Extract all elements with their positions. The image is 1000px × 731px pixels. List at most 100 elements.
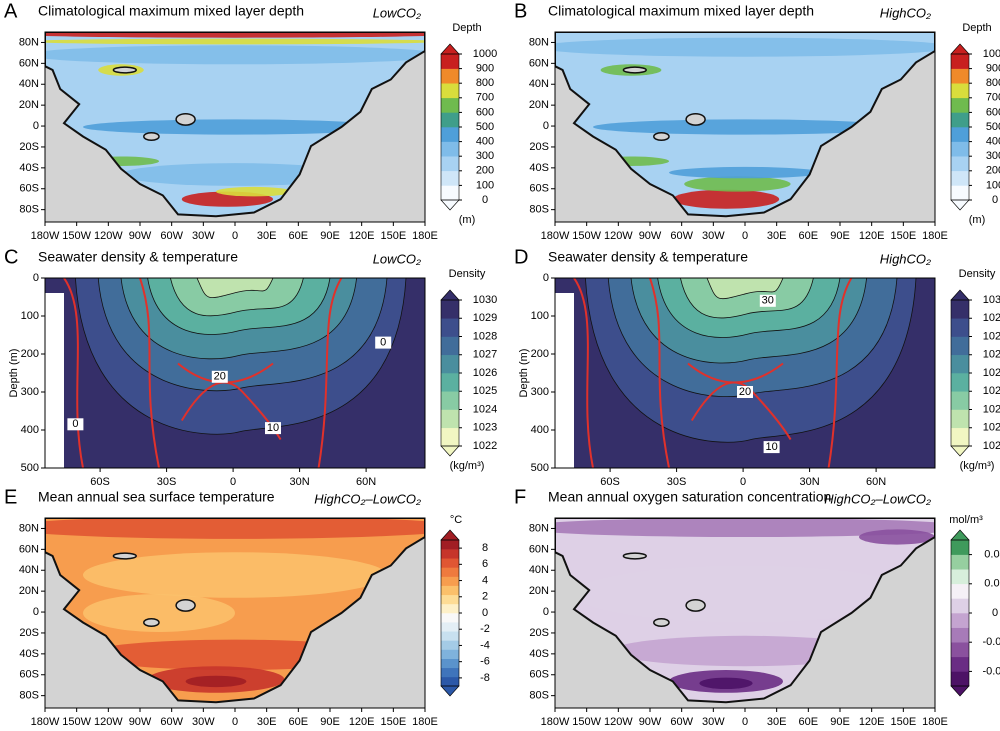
colorbar-segment: [951, 97, 969, 113]
colorbar-segment: [441, 658, 459, 669]
colorbar-segment: [441, 567, 459, 577]
colorbar-segment: [951, 336, 969, 356]
x-tick-label: 120W: [94, 230, 123, 242]
colorbar-segment: [441, 622, 459, 632]
x-tick-label: 180E: [412, 716, 438, 728]
colorbar-segment: [441, 141, 459, 157]
y-tick-label: 60S: [19, 183, 39, 195]
y-tick-label: 100: [21, 310, 39, 322]
colorbar-title: Depth: [452, 22, 481, 34]
colorbar-segment: [441, 585, 459, 596]
x-tick-label: 0: [740, 476, 746, 488]
colorbar-tick-label: -4: [480, 639, 490, 651]
colorbar-tick-label: 600: [986, 106, 1000, 118]
colorbar-cap-bottom: [440, 685, 460, 697]
colorbar-tick-label: 4: [482, 574, 488, 586]
colorbar-tick-label: 1030: [983, 294, 1000, 306]
island: [685, 112, 706, 126]
panel-letter: F: [514, 486, 526, 508]
contour-label-box: [211, 370, 228, 383]
island: [685, 598, 706, 612]
island: [622, 552, 647, 560]
y-tick-label: 100: [531, 310, 549, 322]
colorbar-tick-label: 8: [482, 542, 488, 554]
y-tick-label: 300: [531, 386, 549, 398]
contour-label-box: [265, 422, 281, 435]
colorbar-tick-label: -0.02: [982, 636, 1000, 648]
field-band: [593, 119, 897, 135]
x-tick-label: 150W: [62, 230, 91, 242]
colorbar-tick-label: 200: [476, 165, 494, 177]
y-tick-label: 400: [531, 424, 549, 436]
x-tick-label: 90W: [639, 230, 662, 242]
y-tick-label: 0: [543, 272, 549, 284]
colorbar-cap-bottom: [950, 445, 970, 457]
colorbar-segment: [951, 112, 969, 128]
y-tick-label: 20N: [529, 585, 549, 597]
y-tick-label: 200: [21, 348, 39, 360]
colorbar-tick-label: 200: [986, 165, 1000, 177]
colorbar-segment: [951, 300, 969, 319]
colorbar-segment: [951, 598, 969, 614]
colorbar-tick-label: 1000: [983, 48, 1000, 60]
field-band: [555, 37, 935, 57]
field-band: [45, 45, 425, 65]
temperature-contour: [649, 278, 670, 468]
colorbar-cap-top: [440, 43, 460, 55]
y-axis-title: Depth (m): [8, 349, 20, 398]
x-tick-label: 120E: [859, 716, 885, 728]
y-tick-label: 60N: [529, 543, 549, 555]
colorbar-cap-bottom: [440, 199, 460, 211]
y-tick-label: 80S: [19, 690, 39, 702]
colorbar-tick-label: 1022: [473, 440, 497, 452]
land-block: [555, 293, 574, 468]
contour-label: 20: [214, 371, 226, 383]
x-tick-label: 120E: [859, 230, 885, 242]
colorbar-tick-label: 400: [986, 136, 1000, 148]
y-tick-label: 80S: [19, 204, 39, 216]
y-tick-label: 60S: [19, 669, 39, 681]
x-tick-label: 60E: [799, 716, 819, 728]
colorbar-segment: [951, 613, 969, 628]
y-tick-label: 20N: [19, 585, 39, 597]
colorbar-segment: [441, 68, 459, 84]
colorbar-segment: [441, 318, 459, 337]
colorbar-cap-bottom: [950, 685, 970, 697]
colorbar-segment: [441, 549, 459, 559]
panel-letter: C: [4, 246, 18, 268]
colorbar-tick-label: 600: [476, 106, 494, 118]
colorbar-segment: [951, 54, 969, 69]
x-tick-label: 120W: [604, 230, 633, 242]
colorbar-segment: [441, 112, 459, 128]
colorbar-segment: [441, 185, 459, 201]
colorbar-tick-label: 300: [476, 150, 494, 162]
colorbar-tick-label: 1026: [473, 367, 497, 379]
contour-label: 10: [765, 441, 777, 453]
field-band: [83, 594, 235, 632]
colorbar-segment: [441, 170, 459, 186]
colorbar-tick-label: 1024: [473, 403, 497, 415]
colorbar-cap-bottom: [950, 199, 970, 211]
colorbar-tick-label: -8: [480, 672, 490, 684]
field: [555, 278, 935, 468]
colorbar-segment: [951, 540, 969, 555]
x-tick-label: 30W: [192, 230, 215, 242]
field-band: [672, 189, 780, 209]
colorbar-cap-top: [950, 43, 970, 55]
field: [45, 278, 425, 468]
x-tick-label: 30N: [290, 476, 310, 488]
y-tick-label: 20S: [529, 627, 549, 639]
plot-area: [44, 277, 426, 469]
colorbar-segment: [441, 391, 459, 410]
y-tick-label: 40S: [19, 162, 39, 174]
island: [143, 617, 160, 628]
x-tick-label: 90W: [129, 230, 152, 242]
contour-label-box: [375, 336, 392, 349]
field-band: [185, 675, 247, 688]
colorbar-tick-label: 900: [476, 63, 494, 75]
colorbar-segment: [441, 83, 459, 99]
field-band: [555, 518, 935, 537]
colorbar-tick-label: 1026: [983, 367, 1000, 379]
y-tick-label: 0: [33, 120, 39, 132]
colorbar-tick-label: 0: [482, 607, 488, 619]
